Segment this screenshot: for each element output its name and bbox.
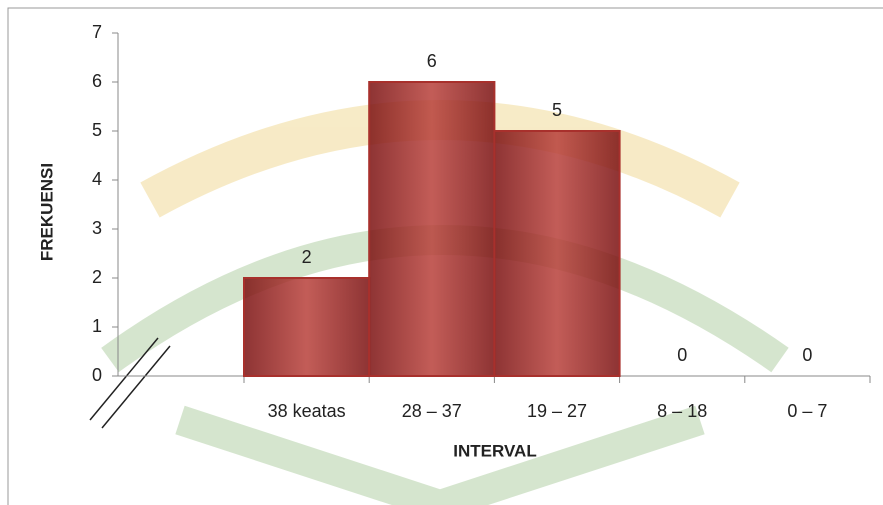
x-tick-label: 28 – 37 — [402, 401, 462, 421]
axis-break — [101, 345, 171, 429]
y-axis-title: FREKUENSI — [37, 163, 56, 261]
frame — [7, 7, 883, 505]
data-label: 5 — [552, 100, 562, 120]
y-tick-label: 0 — [92, 365, 102, 385]
y-tick-label: 7 — [92, 22, 102, 42]
y-tick-label: 6 — [92, 71, 102, 91]
data-label: 0 — [802, 345, 812, 365]
bar — [243, 277, 371, 377]
bar — [368, 81, 496, 377]
x-tick-label: 0 – 7 — [787, 401, 827, 421]
axis-break — [89, 337, 159, 421]
x-tick-label: 38 keatas — [268, 401, 346, 421]
y-tick-label: 5 — [92, 120, 102, 140]
y-tick-label: 4 — [92, 169, 102, 189]
bar — [493, 130, 621, 377]
y-tick-label: 1 — [92, 316, 102, 336]
y-tick-label: 3 — [92, 218, 102, 238]
data-label: 6 — [427, 51, 437, 71]
x-axis-title: INTERVAL — [453, 441, 536, 460]
data-label: 2 — [302, 247, 312, 267]
x-tick-label: 8 – 18 — [657, 401, 707, 421]
data-label: 0 — [677, 345, 687, 365]
x-tick-label: 19 – 27 — [527, 401, 587, 421]
y-tick-label: 2 — [92, 267, 102, 287]
